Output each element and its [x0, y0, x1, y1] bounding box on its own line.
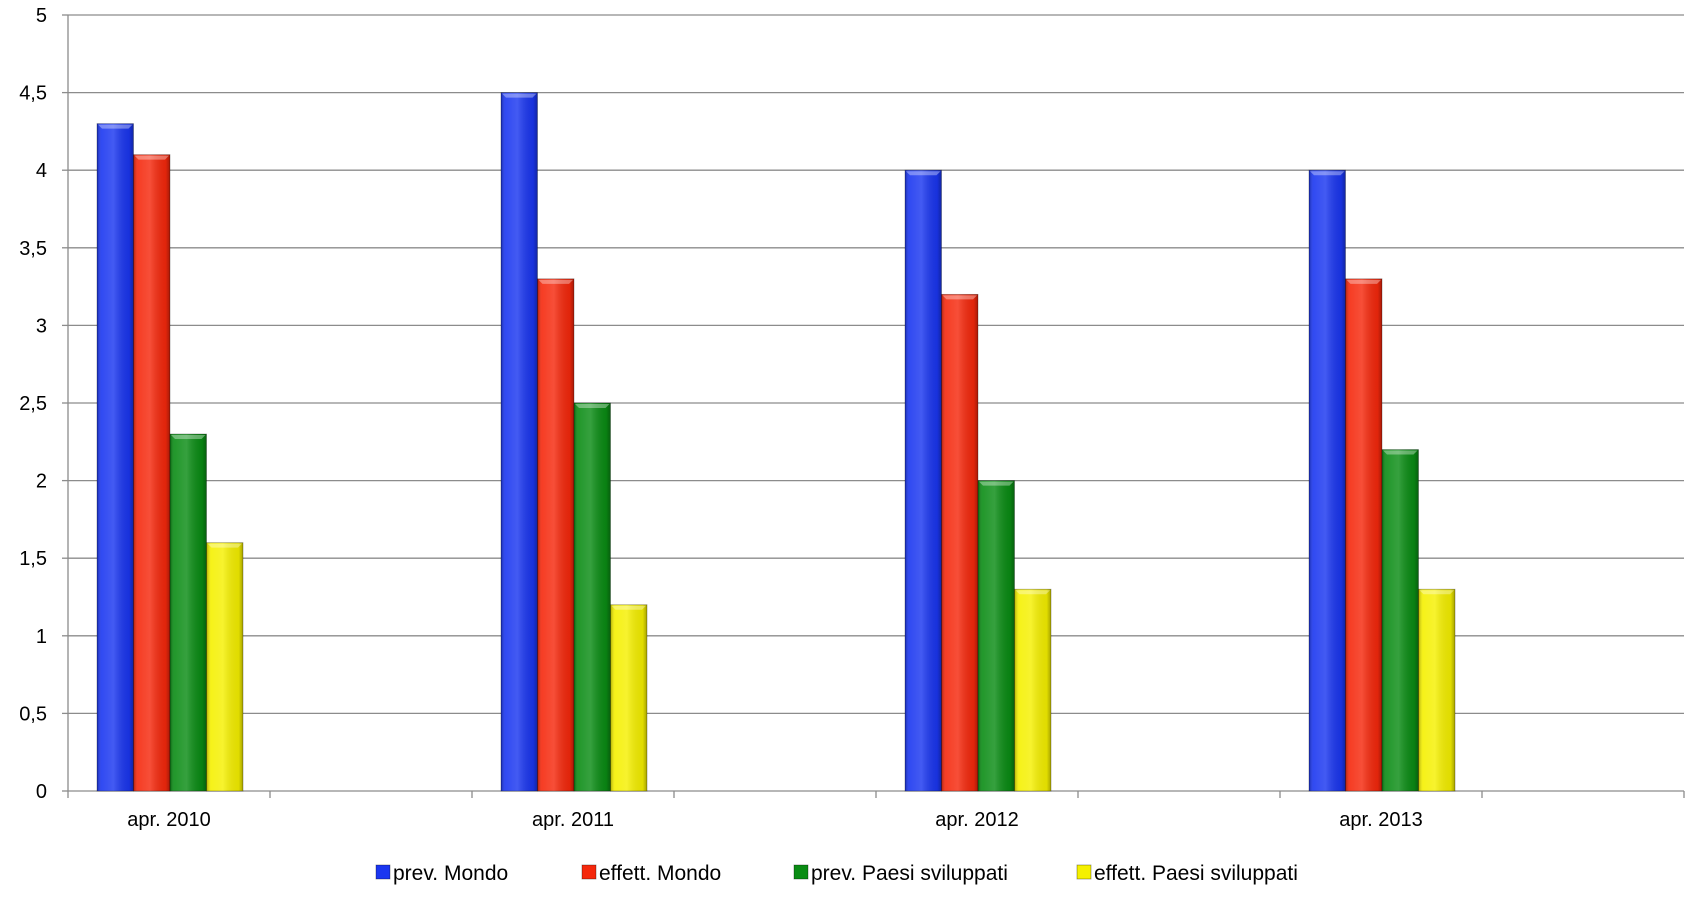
legend: prev. Mondo effett. Mondo prev. Paesi svil… [375, 862, 1298, 885]
legend-label: effett. Mondo [599, 862, 721, 885]
bar-bevel [1346, 279, 1381, 284]
bar-shading [941, 294, 978, 791]
x-category-label: apr. 2011 [532, 809, 614, 831]
bar-shading [1345, 278, 1382, 792]
bar-shading [610, 604, 647, 791]
x-axis-category-labels: apr. 2010 apr. 2011 apr. 2012 apr. 2013 [127, 809, 1422, 831]
bar-bevel [611, 605, 646, 610]
y-tick-label: 4 [36, 160, 47, 182]
bar-bevel [979, 481, 1014, 486]
bar-bevel [98, 124, 133, 129]
bar-bevel [1310, 171, 1345, 176]
y-tick-label: 3,5 [19, 238, 47, 260]
bar-shading [97, 123, 134, 791]
y-tick-label: 1,5 [19, 548, 47, 570]
bar-shading [206, 542, 243, 791]
bar-shading [1014, 589, 1051, 791]
bar-shading [1382, 449, 1419, 791]
y-tick-label: 0,5 [19, 703, 47, 725]
y-tick-label: 0 [36, 781, 47, 803]
bar-bevel [906, 171, 941, 176]
gridlines [68, 14, 1684, 715]
bar-bevel [575, 404, 610, 408]
bar-bevel [1383, 450, 1418, 455]
bar-shading [1418, 589, 1455, 791]
bar-shading [905, 170, 942, 791]
bar-bevel [1015, 590, 1050, 595]
bar-shading [537, 278, 574, 792]
legend-swatch [375, 864, 391, 880]
y-tick-label: 4,5 [19, 83, 47, 105]
legend-swatch [581, 864, 597, 880]
y-tick-label: 1 [36, 626, 47, 648]
bar-bevel [538, 279, 573, 284]
y-tick-label: 2,5 [19, 393, 47, 415]
bar-bevel [207, 543, 242, 548]
bars [96, 92, 1456, 792]
bar-bevel [171, 435, 206, 440]
legend-swatch [793, 864, 809, 880]
bar-bevel [1419, 590, 1454, 595]
bar-shading [501, 92, 538, 792]
legend-label: effett. Paesi sviluppati [1094, 862, 1298, 885]
y-tick-label: 3 [36, 315, 47, 337]
legend-label: prev. Paesi sviluppati [811, 862, 1008, 885]
bar-bevel [942, 295, 977, 300]
x-category-label: apr. 2010 [127, 809, 210, 831]
x-category-label: apr. 2013 [1339, 809, 1422, 831]
bar-shading [978, 480, 1015, 791]
y-tick-label: 5 [36, 5, 47, 27]
y-axis-tick-labels: 0 0,5 1 1,5 2 2,5 3 3,5 4 4,5 5 [19, 5, 47, 803]
bar-shading [574, 403, 611, 791]
bar-bevel [502, 93, 537, 98]
bar-bevel [134, 155, 169, 160]
legend-label: prev. Mondo [393, 862, 508, 885]
bar-shading [1309, 170, 1346, 791]
bar-shading [133, 154, 170, 791]
y-tick-label: 2 [36, 471, 47, 493]
bar-shading [170, 434, 207, 791]
x-category-label: apr. 2012 [935, 809, 1018, 831]
legend-swatch [1076, 864, 1092, 880]
